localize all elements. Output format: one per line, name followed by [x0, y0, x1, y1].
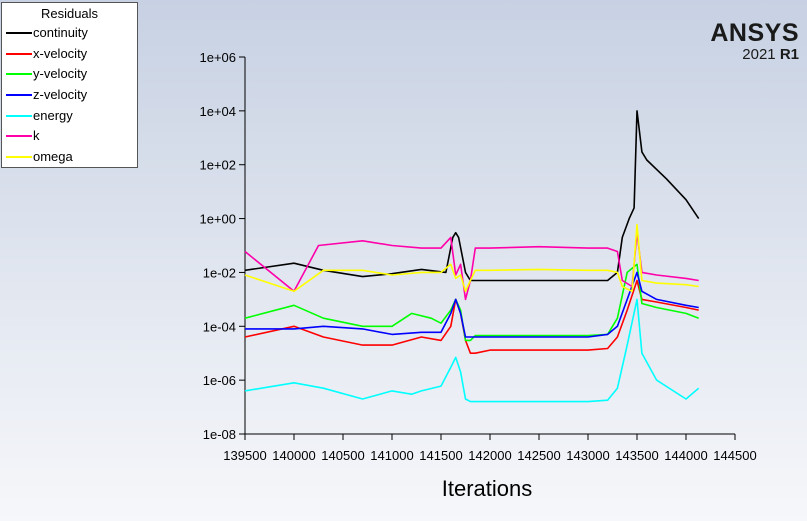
brand-version: 2021: [742, 46, 776, 63]
x-tick-label: 140000: [272, 448, 315, 463]
plot-axes: 1e-08 1e-06 1e-04 1e-02 1e+00 1e+02 1e+04 1e+06…: [199, 50, 756, 463]
series-line-energy: [244, 298, 700, 403]
legend-item-y-velocity: y-velocity: [2, 64, 137, 85]
x-tick-label: 144000: [664, 448, 707, 463]
legend-item-k: k: [2, 126, 137, 147]
legend-label-y-velocity: y-velocity: [33, 66, 88, 82]
brand-release: R1: [779, 46, 799, 63]
x-tick-label: 140500: [321, 448, 364, 463]
y-tick-label: 1e-04: [203, 319, 236, 334]
x-axis-label: Iterations: [442, 476, 533, 501]
legend-swatch-omega: [6, 156, 32, 159]
legend-swatch-energy: [6, 114, 32, 117]
y-tick-label: 1e+06: [199, 50, 236, 65]
x-tick-label: 144500: [713, 448, 756, 463]
y-tick-label: 1e+04: [199, 104, 236, 119]
legend-swatch-x-velocity: [6, 52, 32, 55]
legend-label-z-velocity: z-velocity: [33, 87, 88, 103]
x-tick-label: 142500: [517, 448, 560, 463]
x-tick-label: 139500: [223, 448, 266, 463]
series-line-y-velocity: [244, 263, 699, 342]
series-line-x-velocity: [244, 279, 699, 355]
x-tick-label: 141500: [419, 448, 462, 463]
legend-item-omega: omega: [2, 147, 137, 168]
series-line-continuity: [244, 110, 700, 282]
y-tick-label: 1e+00: [199, 212, 236, 227]
ansys-logo: ANSYS 2021 R1: [710, 20, 799, 63]
legend-swatch-z-velocity: [6, 94, 32, 97]
legend-swatch-y-velocity: [6, 73, 32, 76]
legend-label-energy: energy: [33, 107, 73, 123]
x-tick-label: 141000: [370, 448, 413, 463]
series-line-omega: [244, 223, 699, 293]
plot-series: [244, 110, 700, 403]
legend-item-energy: energy: [2, 106, 137, 127]
y-tick-label: 1e-02: [203, 265, 236, 280]
y-tick-label: 1e+02: [199, 158, 236, 173]
x-tick-label: 142000: [468, 448, 511, 463]
legend-item-continuity: continuity: [2, 23, 137, 44]
brand-name: ANSYS: [710, 19, 799, 47]
residuals-legend: Residuals continuity x-velocity y-veloci…: [1, 2, 138, 168]
legend-label-x-velocity: x-velocity: [33, 45, 88, 61]
x-tick-label: 143000: [566, 448, 609, 463]
legend-swatch-continuity: [6, 32, 32, 34]
y-tick-label: 1e-08: [203, 427, 236, 442]
legend-label-omega: omega: [33, 149, 73, 165]
legend-label-k: k: [33, 128, 40, 144]
y-tick-label: 1e-06: [203, 373, 236, 388]
legend-item-x-velocity: x-velocity: [2, 44, 137, 65]
x-tick-label: 143500: [615, 448, 658, 463]
legend-label-continuity: continuity: [33, 25, 88, 40]
legend-swatch-k: [6, 135, 32, 138]
legend-title: Residuals: [40, 6, 99, 21]
brand-version-line: 2021 R1: [710, 47, 799, 63]
legend-item-z-velocity: z-velocity: [2, 85, 137, 106]
series-line-z-velocity: [245, 271, 699, 338]
